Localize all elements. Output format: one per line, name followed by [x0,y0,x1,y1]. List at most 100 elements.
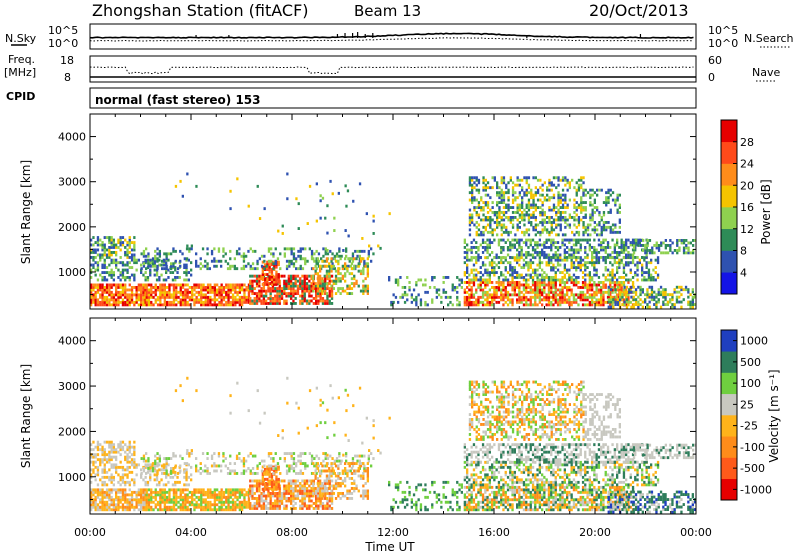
velocity-cell [299,487,302,490]
power-cell [317,282,320,285]
power-cell [358,259,361,263]
power-cell [486,251,489,254]
power-cell [481,288,485,292]
power-cell [466,271,469,274]
power-cell [117,303,120,307]
power-cell [92,295,95,299]
power-cell [193,300,196,304]
power-cell [606,243,610,247]
velocity-cell [202,493,205,497]
power-cell [358,254,361,258]
velocity-cell [175,495,178,499]
power-cell [639,293,642,297]
power-cell [614,230,617,234]
velocity-cell [261,480,264,484]
power-cell [500,176,503,180]
power-cell [475,258,478,262]
power-cell [163,290,166,294]
power-cell [117,238,120,242]
power-cell [229,249,232,253]
power-cell [191,293,194,297]
power-cell [581,281,585,284]
power-cell [333,229,336,232]
power-cell [415,300,418,304]
power-cell [204,286,207,289]
power-cell [534,208,537,212]
power-cell [466,303,469,307]
power-cell [530,216,533,219]
power-cell [296,284,300,288]
velocity-cell [128,493,131,497]
power-cell [511,286,514,289]
power-cell [505,216,508,219]
power-cell [559,258,562,262]
power-cell [110,283,113,287]
velocity-cell [299,484,302,488]
power-cell [227,288,230,292]
power-cell [666,293,669,297]
power-cell [516,248,519,252]
power-cell [310,299,313,303]
power-cell [631,248,635,252]
power-cell [577,238,580,242]
power-cell [527,176,531,180]
power-cell [638,258,641,262]
power-cell [667,251,670,255]
power-cell [260,287,263,290]
power-cell [589,193,592,197]
power-cell [534,223,537,227]
power-cell [648,251,652,255]
power-cell [359,259,363,263]
power-cell [341,287,344,290]
power-cell [496,201,499,204]
velocity-cell [191,493,194,497]
velocity-cell [326,504,329,508]
velocity-cell [251,479,254,483]
power-cell [90,288,93,292]
power-cell [550,290,553,294]
velocity-cell [186,508,189,512]
velocity-cell [330,479,334,483]
velocity-cell [247,495,251,499]
power-cell [277,263,280,267]
power-cell [234,290,237,294]
power-cell [691,295,694,299]
power-cell [150,290,153,294]
velocity-cell [179,493,182,497]
power-cell [547,276,551,279]
velocity-cell [130,505,134,509]
velocity-cell [231,488,235,492]
velocity-cell [188,503,191,507]
power-cell [579,246,582,249]
power-cell [281,232,284,235]
power-cell [433,276,436,279]
power-cell [357,284,360,288]
power-cell [208,267,211,271]
power-cell [561,281,564,284]
velocity-cell [294,487,297,490]
power-cell [509,246,512,249]
power-cell [484,283,487,287]
power-cell [366,264,369,268]
velocity-cell [170,500,173,504]
power-cell [593,293,596,297]
power-cell [545,261,548,265]
power-cell [559,283,562,287]
power-cell [660,244,663,247]
power-cell [193,293,196,297]
power-cell [538,298,541,302]
power-cell [530,196,533,200]
velocity-cell [301,499,304,503]
velocity-cell [308,497,311,500]
velocity-cell [296,494,300,498]
power-cell [516,196,519,200]
power-cell [596,193,599,197]
power-cell [593,201,596,204]
power-cell [234,286,237,289]
power-cell [577,230,581,234]
velocity-cell [135,495,138,499]
power-cell [475,176,478,180]
power-cell [486,211,490,214]
power-cell [323,274,326,278]
power-cell [225,290,228,294]
